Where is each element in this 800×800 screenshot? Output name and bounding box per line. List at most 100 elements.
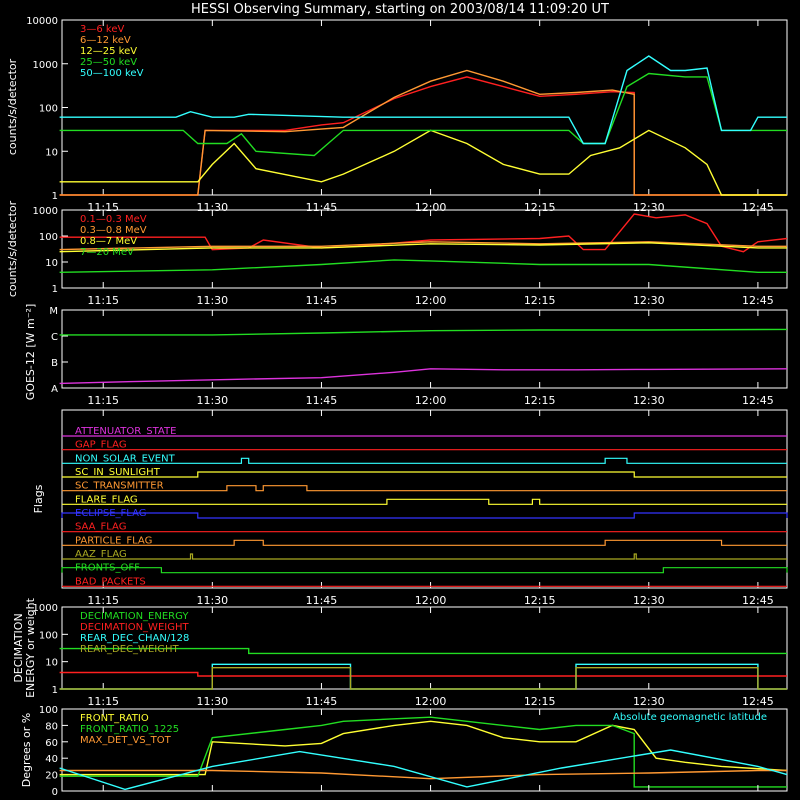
y-tick-label: 1000 (33, 603, 58, 614)
y-tick-label: 10 (45, 258, 58, 269)
x-tick-label: 11:15 (87, 394, 119, 407)
x-tick-label: 11:30 (196, 695, 228, 708)
panel-frame (61, 309, 788, 389)
series-line-0-3-0-8-mev (59, 241, 787, 251)
y-axis-label: Degrees or % (20, 713, 33, 787)
x-tick-label: 11:15 (87, 695, 119, 708)
y-tick-label: 1 (52, 191, 58, 202)
x-tick-label: 12:00 (415, 394, 447, 407)
y-axis-label: DECIMATIONENERGY or weight (12, 597, 37, 697)
y-ticks: 0 20 40 60 80 100 (39, 705, 68, 798)
flag-line-eclipse-flag (61, 512, 788, 519)
x-tick-label: 11:15 (87, 594, 119, 607)
legend-item: 0.1—0.3 MeV (80, 214, 147, 225)
x-tick-label: 11:30 (196, 394, 228, 407)
panel-ratios: 0 20 40 60 80 100 Degrees or % FRONT_RATIOFRO… (20, 705, 788, 798)
series-line-12-25-kev (59, 129, 787, 196)
x-tick-label: 11:45 (306, 394, 338, 407)
flag-line-non-solar-event (62, 457, 787, 464)
x-ticks: 11:15 11:30 11:45 12:00 12:15 12:30 12:45 (87, 310, 774, 407)
x-tick-label: 11:45 (306, 695, 338, 708)
flag-label: ATTENUATOR_STATE (75, 426, 176, 437)
x-ticks: 11:15 11:30 11:45 12:00 12:15 12:30 12:45 (87, 210, 774, 307)
flag-line-sc-in-sunlight (62, 471, 787, 478)
series-line-0-8-7-mev (59, 242, 787, 253)
flag-label: FLARE_FLAG (75, 494, 138, 505)
x-tick-label: 12:30 (633, 594, 665, 607)
series-line-50-100-kev (59, 55, 787, 145)
series-group: ATTENUATOR_STATE GAP_FLAG NON_SOLAR_EVENT S… (61, 426, 788, 587)
panel-frame (61, 708, 788, 792)
y-ticks: 1 10 100 1000 (33, 603, 68, 696)
x-tick-label: 12:00 (415, 594, 447, 607)
y-ticks: 1 10 100 1000 (33, 206, 68, 295)
series-line-decimation-energy (59, 647, 787, 655)
series-line-rear-dec-weight (59, 667, 787, 690)
y-tick-label: 1 (52, 284, 58, 295)
flag-label: ECLIPSE_FLAG (75, 508, 146, 519)
panel-frame (61, 409, 788, 589)
x-tick-label: 12:30 (633, 201, 665, 214)
y-tick-label: 10000 (26, 16, 58, 27)
legend: FRONT_RATIOFRONT_RATIO_1225MAX_DET_VS_TO… (80, 713, 179, 746)
x-ticks: 11:15 11:30 11:45 12:00 12:15 12:30 12:45 (87, 410, 774, 607)
y-tick-label: 20 (45, 771, 58, 782)
x-tick-label: 11:30 (196, 294, 228, 307)
legend-item: 3—6 keV (80, 24, 124, 35)
panel-counts-hi: 1 10 100 1000 11:15 11:30 11:45 12:00 12:15 12:3… (6, 200, 788, 307)
series-line-25-50-kev (59, 72, 787, 157)
y-tick-label: 100 (39, 630, 58, 641)
y-tick-label: 0 (52, 787, 58, 798)
x-tick-label: 12:45 (742, 201, 774, 214)
x-tick-label: 12:30 (633, 294, 665, 307)
x-tick-label: 11:45 (306, 294, 338, 307)
x-tick-label: 11:15 (87, 294, 119, 307)
y-tick-label: 40 (45, 754, 58, 765)
panel-frame (61, 19, 788, 196)
legend-item: MAX_DET_VS_TOT (80, 735, 172, 746)
panel-flags: 11:15 11:30 11:45 12:00 12:15 12:30 12:45 Flag… (32, 409, 788, 607)
y-axis-label: counts/s/detector (6, 200, 19, 297)
x-tick-label: 12:15 (524, 201, 556, 214)
flag-label: FRONTS_OFF (75, 563, 140, 574)
legend-item: REAR_DEC_CHAN/128 (80, 633, 189, 644)
series-line-1 (59, 368, 788, 385)
x-tick-label: 11:30 (196, 594, 228, 607)
y-ticks: 1 10 100 1000 10000 (26, 16, 68, 202)
chart-title: HESSI Observing Summary, starting on 200… (191, 2, 609, 17)
flag-label: NON_SOLAR_EVENT (75, 453, 176, 464)
y-axis-label: counts/s/detector (6, 58, 19, 155)
flag-line-flare-flag (62, 498, 787, 505)
legend-item: 25—50 keV (80, 57, 137, 68)
flag-line-aaz-flag (62, 553, 787, 560)
series-line-0 (59, 328, 788, 336)
flag-label: SC_TRANSMITTER (75, 481, 164, 492)
series-line-6-12-kev (59, 69, 787, 196)
y-axis-label: Flags (32, 484, 45, 513)
y-tick-label: 10 (45, 658, 58, 669)
panel-goes: A B C M 11:15 11:30 11:45 12:00 12:15 12:30 12:45… (24, 304, 788, 407)
legend-item: FRONT_RATIO_1225 (80, 724, 179, 735)
series-group (59, 647, 787, 690)
y-tick-label: 100 (39, 705, 58, 716)
series-line-3-6-kev (59, 76, 787, 196)
legend-item: FRONT_RATIO (80, 713, 149, 724)
x-tick-label: 12:30 (633, 394, 665, 407)
legend-item: 0.3—0.8 MeV (80, 225, 147, 236)
y-tick-label: A (51, 384, 58, 395)
panel-decimation: 1 10 100 1000 11:15 11:30 11:45 12:00 12:15 12:3… (12, 597, 788, 708)
flag-label: PARTICLE_FLAG (75, 535, 152, 546)
x-tick-label: 12:00 (415, 294, 447, 307)
x-tick-label: 12:15 (524, 594, 556, 607)
y-tick-label: 1000 (33, 60, 58, 71)
legend-item: 50—100 keV (80, 68, 144, 79)
x-ticks: 11:15 11:30 11:45 12:00 12:15 12:30 12:45 (87, 607, 774, 708)
legend-item: 0.8—7 MeV (80, 236, 137, 247)
x-tick-label: 12:45 (742, 695, 774, 708)
x-tick-label: 12:15 (524, 695, 556, 708)
x-ticks: 11:15 11:30 11:45 12:00 12:15 12:30 12:45 (87, 20, 774, 214)
flag-label: SC_IN_SUNLIGHT (75, 467, 161, 478)
series-group (59, 716, 788, 791)
y-axis-label-line2: ENERGY or weight (24, 597, 37, 697)
